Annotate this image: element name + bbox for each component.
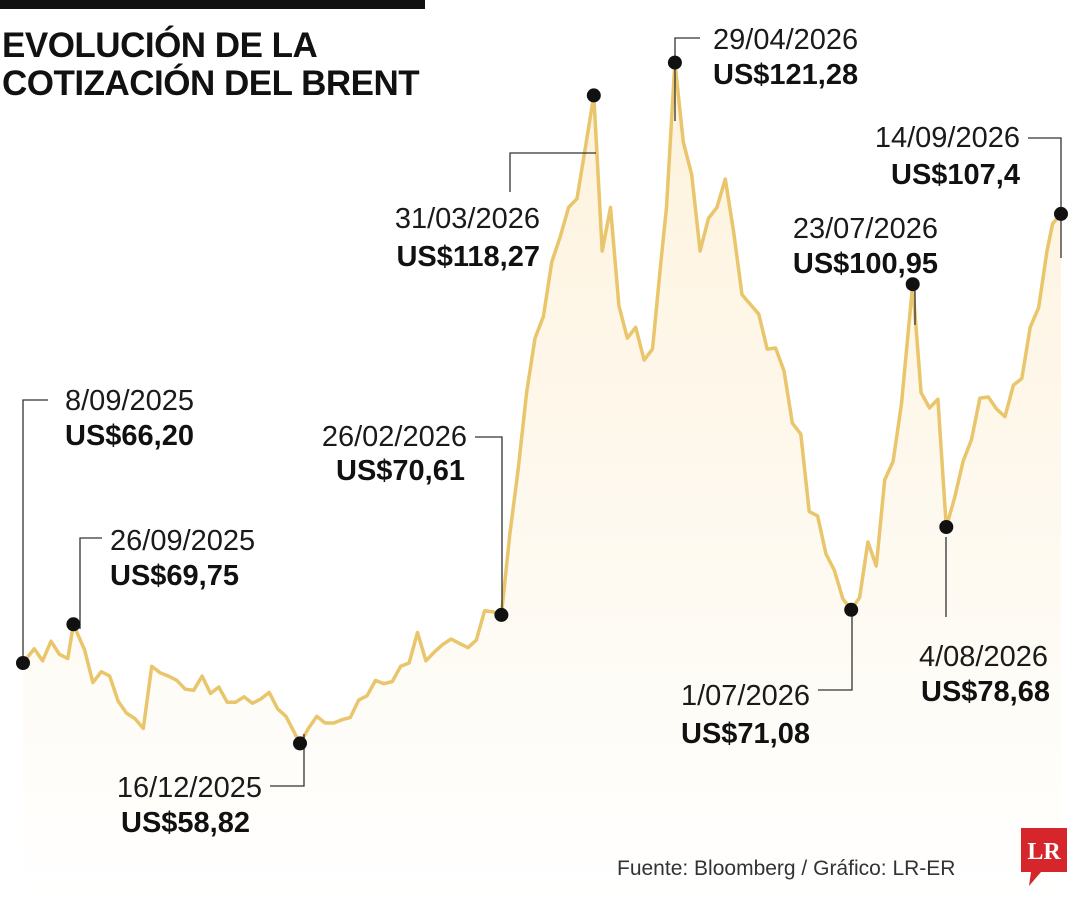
- annotation-date-label: 16/12/2025: [117, 772, 262, 804]
- annotation-point-marker: [586, 88, 601, 103]
- annotation-date-label: 1/07/2026: [681, 680, 810, 712]
- annotation-date-label: 26/09/2025: [110, 525, 255, 557]
- annotation-leader-line: [674, 37, 700, 121]
- annotation-point-marker: [293, 736, 307, 751]
- annotation-price-label: US$70,61: [336, 455, 465, 487]
- annotation-price-label: US$71,08: [681, 718, 810, 750]
- annotation-date-label: 26/02/2026: [322, 421, 467, 453]
- annotation-leader-line: [22, 399, 48, 663]
- annotation-price-label: US$69,75: [110, 560, 239, 592]
- source-credit: Fuente: Bloomberg / Gráfico: LR-ER: [617, 857, 956, 880]
- annotation-point-marker: [667, 55, 682, 70]
- lr-logo: LR: [1021, 828, 1067, 886]
- annotation-date-label: 4/08/2026: [919, 641, 1048, 673]
- annotation-date-label: 23/07/2026: [793, 213, 938, 245]
- lr-logo-text: LR: [1027, 839, 1061, 865]
- annotation-point-marker: [939, 520, 954, 534]
- annotation-date-label: 14/09/2026: [875, 122, 1020, 154]
- chart-title-line-2: COTIZACIÓN DEL BRENT: [2, 64, 420, 103]
- annotation-leader-line: [818, 615, 853, 691]
- annotation-point-marker: [66, 617, 81, 632]
- annotation-point-marker: [16, 656, 30, 670]
- annotation-price-label: US$118,27: [396, 241, 540, 273]
- annotation-price-label: US$100,95: [793, 248, 938, 280]
- annotation-leaders: [22, 37, 1062, 787]
- annotation-point-marker: [494, 607, 509, 622]
- annotation-leader-line: [475, 436, 503, 620]
- annotation-date-label: 29/04/2026: [713, 24, 858, 56]
- price-line: [21, 60, 1063, 746]
- annotation-leader-line: [509, 152, 596, 192]
- lr-logo-badge: [1021, 828, 1067, 886]
- annotation-markers: [16, 55, 1068, 751]
- annotation-leader-line: [270, 734, 305, 787]
- annotation-price-label: US$107,4: [891, 159, 1020, 191]
- annotation-point-marker: [1054, 206, 1068, 221]
- chart-title-line-1: EVOLUCIÓN DE LA: [2, 26, 318, 65]
- annotation-price-label: US$58,82: [121, 807, 250, 839]
- top-rule: [0, 0, 425, 9]
- annotation-point-marker: [844, 602, 859, 617]
- annotation-date-label: 8/09/2025: [65, 385, 194, 417]
- annotation-price-label: US$121,28: [713, 59, 858, 91]
- annotation-price-label: US$66,20: [65, 420, 194, 452]
- chart-title: EVOLUCIÓN DE LA COTIZACIÓN DEL BRENT: [2, 26, 420, 103]
- price-area-fill: [23, 62, 1061, 900]
- annotation-leader-line: [79, 537, 102, 629]
- annotation-point-marker: [905, 277, 920, 292]
- annotation-price-label: US$78,68: [921, 676, 1050, 708]
- annotation-date-label: 31/03/2026: [395, 203, 540, 235]
